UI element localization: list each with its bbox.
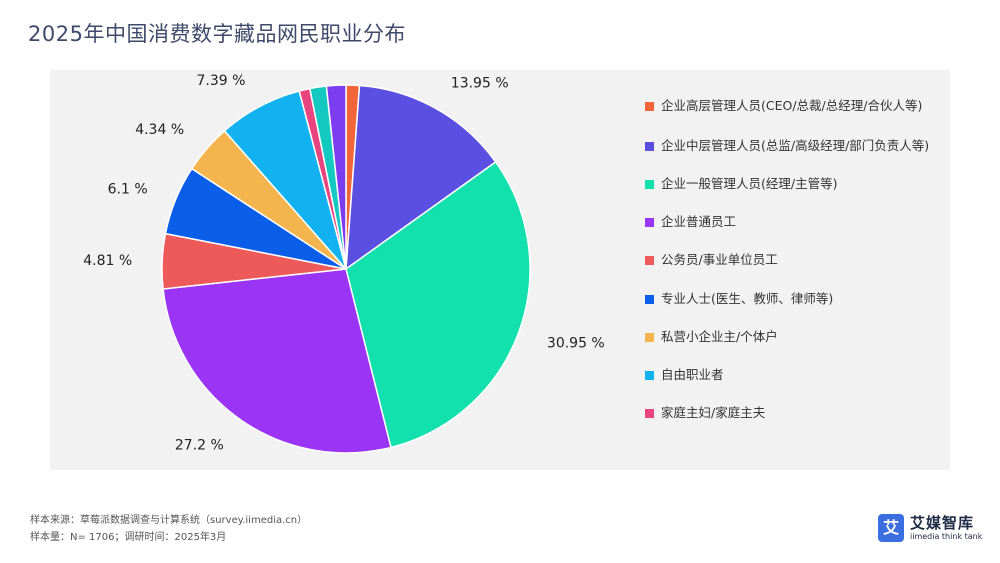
page-title: 2025年中国消费数字藏品网民职业分布 bbox=[28, 22, 406, 46]
pie-slice bbox=[345, 84, 497, 271]
legend-swatch bbox=[645, 218, 654, 227]
legend-label: 企业高层管理人员(CEO/总裁/总经理/合伙人等) bbox=[661, 98, 923, 113]
legend-label: 家庭主妇/家庭主夫 bbox=[661, 405, 766, 420]
legend-item: 企业高层管理人员(CEO/总裁/总经理/合伙人等) bbox=[645, 98, 922, 114]
pie-data-label: 30.95 % bbox=[547, 336, 605, 352]
footer: 样本来源：草莓派数据调查与计算系统（survey.iimedia.cn） 样本量… bbox=[30, 512, 307, 546]
legend-swatch bbox=[645, 102, 654, 111]
pie-data-label: 7.39 % bbox=[197, 73, 246, 89]
legend-label: 企业中层管理人员(总监/高级经理/部门负责人等) bbox=[661, 138, 930, 153]
pie-chart: 1.17 %13.95 %30.95 %27.2 %4.81 %6.1 %4.3… bbox=[83, 73, 605, 454]
legend-item: 家庭主妇/家庭主夫 bbox=[645, 405, 765, 421]
legend-item: 自由职业者 bbox=[645, 367, 724, 383]
pie-slice bbox=[325, 84, 347, 270]
legend-item: 企业一般管理人员(经理/主管等) bbox=[645, 176, 837, 192]
pie-slice bbox=[162, 268, 392, 454]
legend-swatch bbox=[645, 371, 654, 380]
legend-label: 自由职业者 bbox=[661, 367, 724, 382]
legend-item: 私营小企业主/个体户 bbox=[645, 329, 778, 345]
pie-slice bbox=[345, 160, 531, 449]
legend-swatch bbox=[645, 256, 654, 265]
legend-item: 企业普通员工 bbox=[645, 214, 736, 230]
brand-icon: 艾 bbox=[878, 514, 904, 542]
legend-label: 企业普通员工 bbox=[661, 214, 737, 229]
brand-logo: 艾 艾媒智库 iimedia think tank bbox=[878, 512, 988, 548]
pie-data-label: 27.2 % bbox=[175, 438, 224, 454]
pie-data-label: 13.95 % bbox=[451, 75, 509, 91]
pie-data-label: 4.81 % bbox=[83, 253, 132, 269]
brand-name: 艾媒智库 bbox=[910, 514, 975, 532]
brand-subtitle: iimedia think tank bbox=[910, 532, 983, 541]
legend-item: 专业人士(医生、教师、律师等) bbox=[645, 291, 833, 307]
legend-label: 私营小企业主/个体户 bbox=[661, 329, 778, 344]
footer-source: 样本来源：草莓派数据调查与计算系统（survey.iimedia.cn） bbox=[30, 515, 308, 526]
legend-item: 企业中层管理人员(总监/高级经理/部门负责人等) bbox=[645, 138, 929, 154]
legend-label: 专业人士(医生、教师、律师等) bbox=[661, 291, 834, 306]
legend-label: 企业一般管理人员(经理/主管等) bbox=[661, 176, 838, 191]
legend-swatch bbox=[645, 142, 654, 151]
legend-swatch bbox=[645, 180, 654, 189]
legend-label: 公务员/事业单位员工 bbox=[661, 252, 778, 267]
legend-swatch bbox=[645, 295, 654, 304]
legend-item: 公务员/事业单位员工 bbox=[645, 252, 778, 268]
footer-sample: 样本量：N= 1706；调研时间：2025年3月 bbox=[30, 532, 227, 543]
legend-swatch bbox=[645, 333, 654, 342]
pie-data-label: 6.1 % bbox=[108, 182, 148, 198]
pie-data-label: 4.34 % bbox=[135, 122, 184, 138]
legend-swatch bbox=[645, 409, 654, 418]
